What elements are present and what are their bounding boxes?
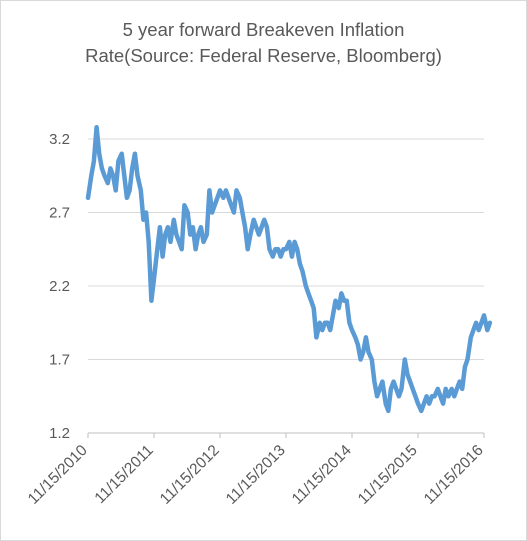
x-tick-label: 11/15/2011 <box>92 442 157 507</box>
y-tick-label: 1.7 <box>49 352 70 369</box>
y-tick-label: 2.7 <box>49 205 70 222</box>
x-tick-label: 11/15/2014 <box>289 442 355 508</box>
series-line <box>85 124 493 414</box>
x-tick-label: 11/15/2010 <box>25 442 91 508</box>
x-tick-label: 11/15/2013 <box>223 442 289 508</box>
x-axis <box>87 432 485 438</box>
x-axis-tick-labels: 11/15/2010 11/15/2011 11/15/2012 11/15/2013… <box>25 442 487 508</box>
y-tick-label: 2.2 <box>49 278 70 295</box>
series-group <box>85 124 493 414</box>
chart-title-line-2: Rate(Source: Federal Reserve, Bloomberg) <box>85 45 442 66</box>
y-axis-tick-labels: 1.2 1.7 2.2 2.7 3.2 <box>49 131 70 442</box>
chart-title-line-1: 5 year forward Breakeven Inflation <box>122 19 405 40</box>
y-tick-label: 1.2 <box>49 425 70 442</box>
x-tick-label: 11/15/2012 <box>157 442 223 508</box>
x-tick-label: 11/15/2016 <box>421 442 487 508</box>
y-tick-label: 3.2 <box>49 131 70 148</box>
x-tick-label: 11/15/2015 <box>355 442 421 508</box>
